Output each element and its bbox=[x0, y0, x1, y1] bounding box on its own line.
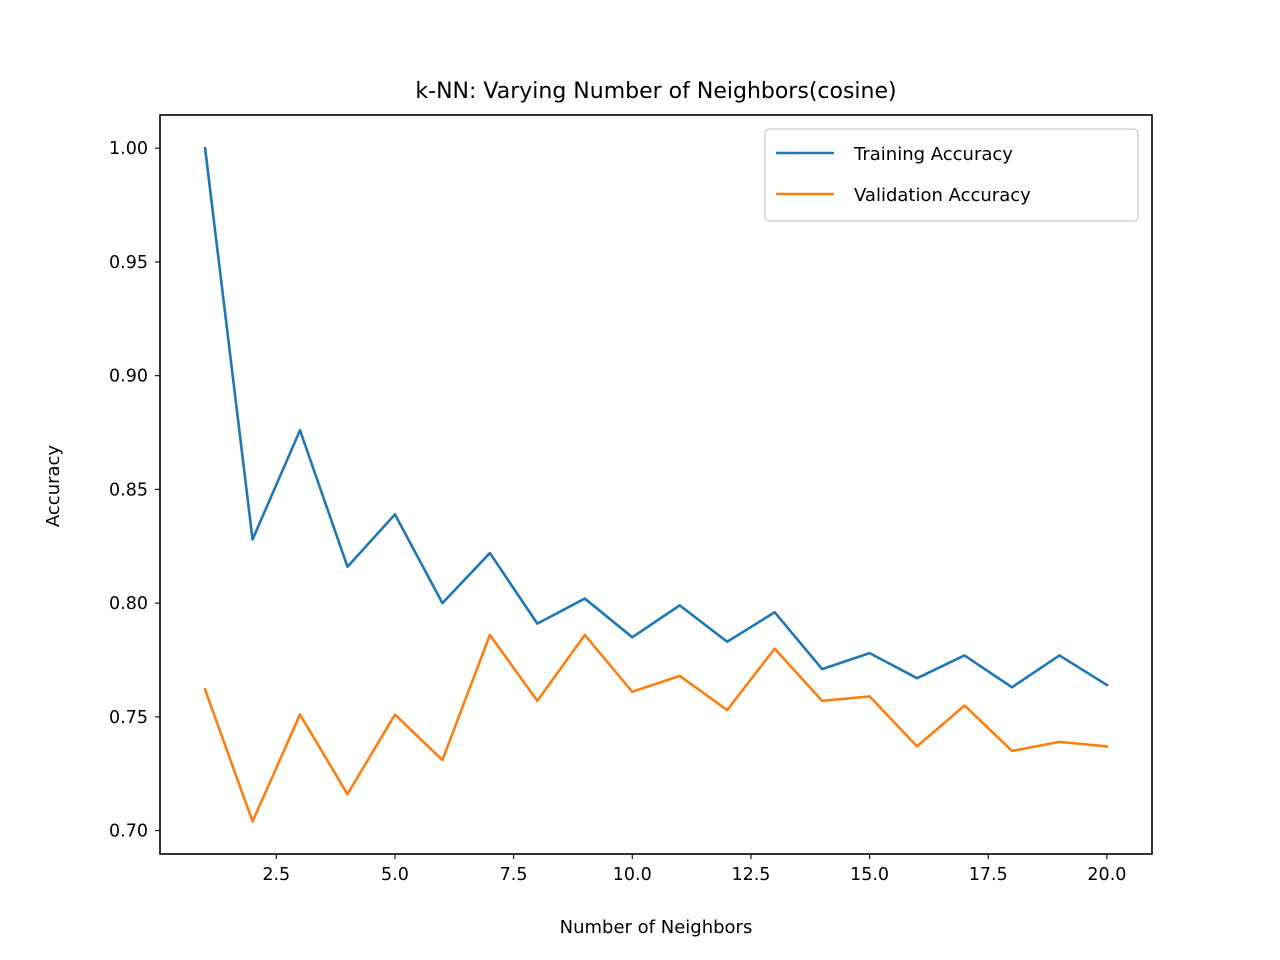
y-tick-label: 0.75 bbox=[109, 708, 148, 728]
chart-title: k-NN: Varying Number of Neighbors(cosine… bbox=[415, 79, 896, 104]
legend: Training Accuracy Validation Accuracy bbox=[764, 128, 1139, 222]
x-tick-label: 7.5 bbox=[500, 865, 528, 885]
series-line-0 bbox=[203, 146, 1109, 689]
legend-box bbox=[764, 128, 1139, 222]
y-tick-label: 0.90 bbox=[109, 367, 148, 387]
plot-area bbox=[159, 114, 1153, 855]
y-tick-label: 1.00 bbox=[109, 139, 148, 159]
x-tick-label: 17.5 bbox=[969, 865, 1008, 885]
y-tick-label: 0.80 bbox=[109, 594, 148, 614]
x-axis-ticks: 2.5 5.0 7.5 10.0 12.5 15.0 17.5 20.0 bbox=[262, 854, 1126, 885]
x-tick-label: 10.0 bbox=[613, 865, 652, 885]
axes-frame bbox=[159, 114, 1153, 855]
legend-label: Validation Accuracy bbox=[854, 185, 1031, 206]
x-tick-label: 12.5 bbox=[731, 865, 770, 885]
x-tick-label: 2.5 bbox=[262, 865, 290, 885]
legend-label: Training Accuracy bbox=[853, 144, 1013, 165]
series-line-1 bbox=[203, 633, 1109, 823]
y-tick-label: 0.70 bbox=[109, 822, 148, 842]
x-axis-label: Number of Neighbors bbox=[560, 917, 753, 938]
x-tick-label: 5.0 bbox=[381, 865, 409, 885]
x-tick-label: 15.0 bbox=[850, 865, 889, 885]
y-tick-label: 0.95 bbox=[109, 253, 148, 273]
x-tick-label: 20.0 bbox=[1087, 865, 1126, 885]
y-axis-ticks: 0.70 0.75 0.80 0.85 0.90 0.95 1.00 bbox=[109, 139, 160, 842]
series-layer bbox=[203, 146, 1109, 823]
y-tick-label: 0.85 bbox=[109, 480, 148, 500]
y-axis-label: Accuracy bbox=[43, 445, 64, 528]
